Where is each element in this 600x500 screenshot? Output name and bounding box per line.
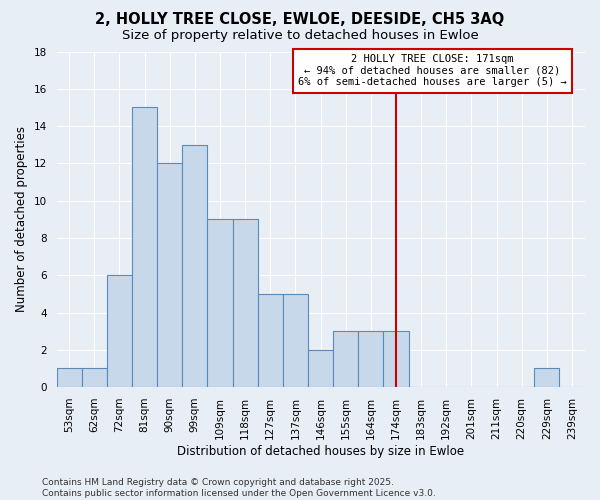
Bar (56, 368, 82, 387)
Bar (233, 220, 257, 387)
Bar (257, 294, 283, 387)
Bar (157, 164, 182, 387)
Bar (534, 368, 559, 387)
Bar (283, 294, 308, 387)
Bar (132, 108, 157, 387)
Bar (208, 220, 233, 387)
Text: Size of property relative to detached houses in Ewloe: Size of property relative to detached ho… (122, 29, 478, 42)
X-axis label: Distribution of detached houses by size in Ewloe: Distribution of detached houses by size … (177, 444, 464, 458)
Bar (182, 144, 208, 387)
Bar (333, 331, 358, 387)
Bar (107, 275, 132, 387)
Bar (358, 331, 383, 387)
Bar (308, 350, 333, 387)
Bar (82, 368, 107, 387)
Y-axis label: Number of detached properties: Number of detached properties (15, 126, 28, 312)
Text: 2 HOLLY TREE CLOSE: 171sqm
← 94% of detached houses are smaller (82)
6% of semi-: 2 HOLLY TREE CLOSE: 171sqm ← 94% of deta… (298, 54, 567, 88)
Bar (383, 331, 409, 387)
Text: Contains HM Land Registry data © Crown copyright and database right 2025.
Contai: Contains HM Land Registry data © Crown c… (42, 478, 436, 498)
Text: 2, HOLLY TREE CLOSE, EWLOE, DEESIDE, CH5 3AQ: 2, HOLLY TREE CLOSE, EWLOE, DEESIDE, CH5… (95, 12, 505, 28)
